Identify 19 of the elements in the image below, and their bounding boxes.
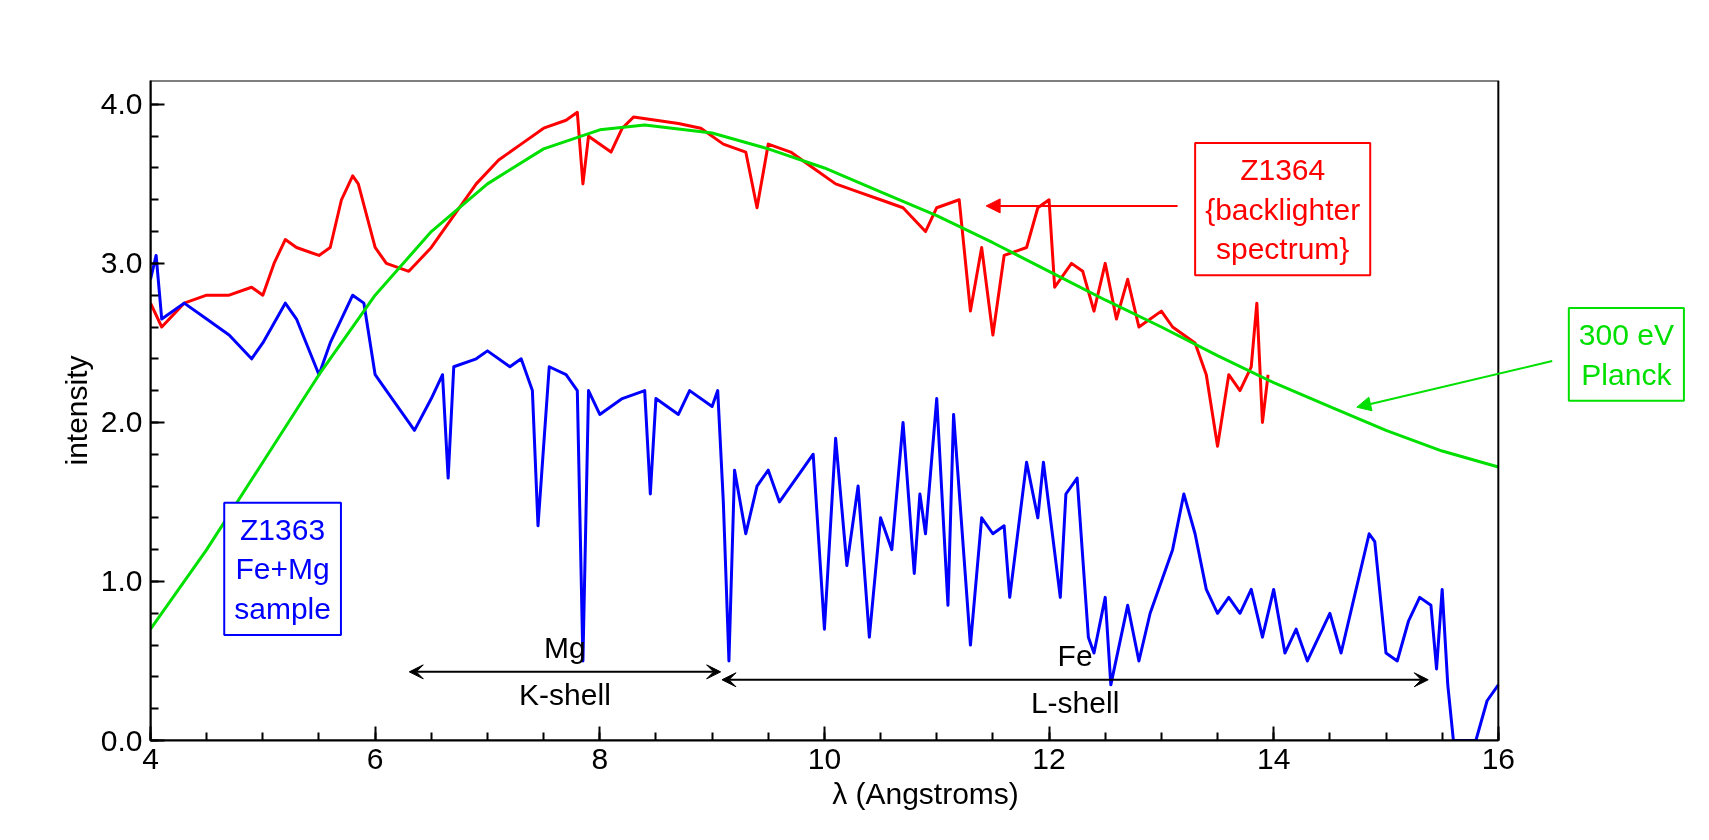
y-tick-label: 2.0	[100, 405, 143, 439]
x-tick-label: 14	[1257, 741, 1291, 775]
x-tick-label: 12	[1032, 741, 1066, 775]
x-axis-title: λ (Angstroms)	[832, 776, 1019, 810]
y-tick-label: 0.0	[100, 723, 143, 757]
y-tick-label: 4.0	[100, 87, 143, 121]
annotation: Z1364 {backlighter spectrum}	[1205, 153, 1361, 266]
x-tick-label: 8	[591, 741, 609, 775]
y-tick-label: 3.0	[100, 246, 143, 280]
annotation: Z1363 Fe+Mg sample	[234, 512, 331, 625]
x-tick-label: 4	[142, 741, 159, 775]
annotation: Fe L-shell	[1030, 638, 1120, 719]
y-tick-label: 1.0	[100, 564, 143, 598]
line-series	[150, 123, 1500, 631]
x-tick-label: 6	[366, 741, 384, 775]
y-axis-title: intensity	[59, 355, 93, 466]
text: 300 eV Planck	[1578, 318, 1674, 391]
x-tick-label: 10	[807, 741, 842, 775]
x-tick-label: 16	[1481, 741, 1516, 775]
